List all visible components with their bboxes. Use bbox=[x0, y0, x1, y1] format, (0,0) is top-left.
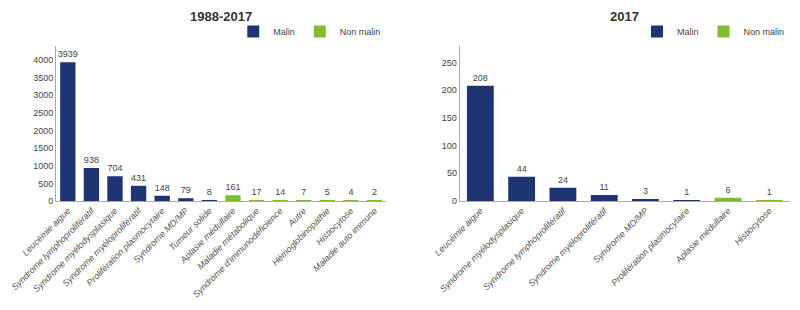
svg-text:Prolifération plasmocytaire: Prolifération plasmocytaire bbox=[609, 206, 691, 288]
svg-text:Syndrome d'immunodéficience: Syndrome d'immunodéficience bbox=[191, 206, 285, 300]
svg-text:938: 938 bbox=[84, 155, 99, 165]
svg-text:100: 100 bbox=[442, 141, 457, 151]
svg-text:Syndrome myéloprolifératif: Syndrome myéloprolifératif bbox=[526, 205, 610, 289]
svg-text:2: 2 bbox=[372, 187, 377, 197]
svg-text:44: 44 bbox=[517, 164, 527, 174]
svg-text:4: 4 bbox=[348, 187, 353, 197]
svg-text:1: 1 bbox=[684, 187, 689, 197]
svg-text:17: 17 bbox=[252, 187, 262, 197]
svg-text:208: 208 bbox=[473, 73, 488, 83]
svg-text:2017: 2017 bbox=[610, 9, 639, 24]
svg-text:6: 6 bbox=[726, 185, 731, 195]
svg-text:161: 161 bbox=[225, 182, 240, 192]
svg-text:Prolifération plasmocytaire: Prolifération plasmocytaire bbox=[85, 206, 167, 288]
svg-text:Tumeur solide: Tumeur solide bbox=[167, 206, 214, 253]
svg-text:1: 1 bbox=[767, 187, 772, 197]
svg-text:431: 431 bbox=[131, 173, 146, 183]
svg-text:2000: 2000 bbox=[33, 126, 53, 136]
svg-text:148: 148 bbox=[155, 183, 170, 193]
svg-text:3: 3 bbox=[643, 186, 648, 196]
svg-text:Syndrome MD/MP: Syndrome MD/MP bbox=[131, 206, 190, 265]
svg-text:Syndrome lymphoprolifératif: Syndrome lymphoprolifératif bbox=[10, 205, 97, 292]
svg-text:Autre: Autre bbox=[285, 206, 308, 229]
svg-text:Leucémie aigue: Leucémie aigue bbox=[20, 206, 72, 258]
svg-text:50: 50 bbox=[447, 168, 457, 178]
svg-text:Syndrome myéloprolifératif: Syndrome myéloprolifératif bbox=[60, 205, 144, 289]
svg-text:500: 500 bbox=[38, 179, 53, 189]
svg-text:0: 0 bbox=[452, 196, 457, 206]
svg-text:1988-2017: 1988-2017 bbox=[190, 9, 252, 24]
svg-text:Syndrome myélodysplasique: Syndrome myélodysplasique bbox=[438, 206, 526, 294]
svg-text:Histiocytose: Histiocytose bbox=[733, 206, 774, 247]
svg-text:Non malin: Non malin bbox=[744, 27, 785, 37]
svg-text:Maladie auto immune: Maladie auto immune bbox=[311, 206, 379, 274]
svg-text:Maladie métabolique: Maladie métabolique bbox=[195, 206, 261, 272]
svg-text:Non malin: Non malin bbox=[340, 27, 381, 37]
svg-text:8: 8 bbox=[207, 187, 212, 197]
svg-text:Syndrome lymphoprolifératif: Syndrome lymphoprolifératif bbox=[481, 205, 568, 292]
svg-text:7: 7 bbox=[301, 187, 306, 197]
svg-text:Leucémie aigue: Leucémie aigue bbox=[433, 206, 485, 258]
svg-text:3000: 3000 bbox=[33, 90, 53, 100]
svg-text:Malin: Malin bbox=[677, 27, 699, 37]
svg-text:Aplasie médullaire: Aplasie médullaire bbox=[673, 206, 733, 266]
svg-text:704: 704 bbox=[107, 163, 122, 173]
svg-text:24: 24 bbox=[558, 175, 568, 185]
svg-text:11: 11 bbox=[600, 182, 609, 192]
svg-text:Syndrome myélodysplasique: Syndrome myélodysplasique bbox=[31, 206, 119, 294]
svg-text:4000: 4000 bbox=[33, 55, 53, 65]
svg-text:Hémoglobinopathie: Hémoglobinopathie bbox=[270, 206, 332, 268]
svg-text:1500: 1500 bbox=[33, 143, 53, 153]
svg-text:0: 0 bbox=[48, 196, 53, 206]
svg-text:Syndrome MD/MP: Syndrome MD/MP bbox=[591, 206, 650, 265]
svg-text:14: 14 bbox=[275, 187, 285, 197]
svg-text:200: 200 bbox=[442, 85, 457, 95]
svg-text:Malin: Malin bbox=[273, 27, 295, 37]
svg-text:150: 150 bbox=[442, 113, 457, 123]
svg-text:1000: 1000 bbox=[33, 161, 53, 171]
svg-text:3939: 3939 bbox=[58, 49, 78, 59]
svg-text:Aplasie médullaire: Aplasie médullaire bbox=[178, 206, 238, 266]
svg-text:5: 5 bbox=[325, 187, 330, 197]
svg-text:250: 250 bbox=[442, 58, 457, 68]
svg-text:Histiocytose: Histiocytose bbox=[314, 206, 355, 247]
svg-text:2500: 2500 bbox=[33, 108, 53, 118]
svg-text:79: 79 bbox=[181, 185, 191, 195]
svg-text:3500: 3500 bbox=[33, 73, 53, 83]
